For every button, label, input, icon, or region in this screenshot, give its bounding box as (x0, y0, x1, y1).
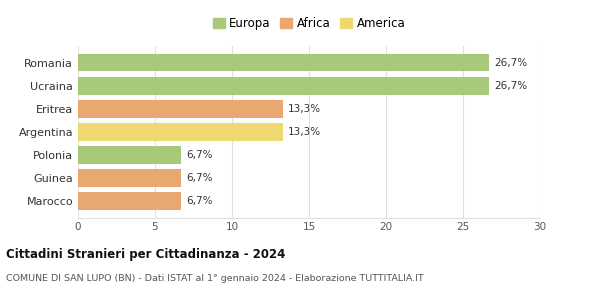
Bar (78, 100, 283, 117)
Text: 13,3%: 13,3% (287, 127, 320, 137)
Text: 13,3%: 13,3% (287, 104, 320, 114)
Text: 6,7%: 6,7% (186, 150, 212, 160)
Text: 26,7%: 26,7% (494, 81, 527, 91)
Bar (78, 77, 489, 95)
Bar (78, 169, 181, 187)
Legend: Europa, Africa, America: Europa, Africa, America (211, 15, 407, 32)
Text: COMUNE DI SAN LUPO (BN) - Dati ISTAT al 1° gennaio 2024 - Elaborazione TUTTITALI: COMUNE DI SAN LUPO (BN) - Dati ISTAT al … (6, 274, 424, 283)
Bar (78, 146, 181, 164)
Text: 6,7%: 6,7% (186, 173, 212, 183)
Text: 26,7%: 26,7% (494, 58, 527, 68)
Text: 6,7%: 6,7% (186, 196, 212, 206)
Bar (78, 54, 489, 71)
Text: Cittadini Stranieri per Cittadinanza - 2024: Cittadini Stranieri per Cittadinanza - 2… (6, 248, 286, 261)
Bar (78, 123, 283, 141)
Bar (78, 193, 181, 210)
